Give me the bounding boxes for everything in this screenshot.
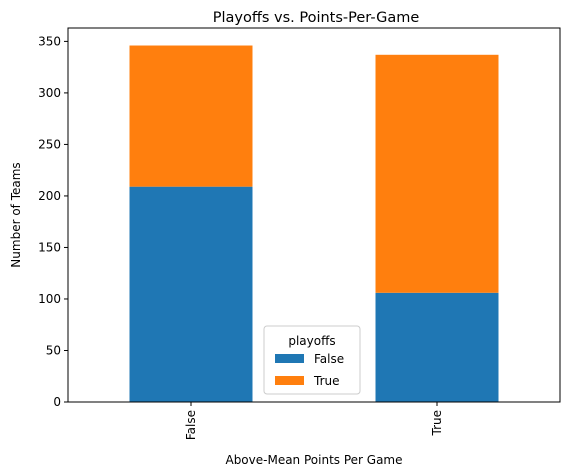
legend-label-false: False [314, 352, 344, 366]
legend-label-true: True [313, 374, 340, 388]
y-tick-label: 100 [38, 292, 61, 306]
legend-swatch-false [275, 354, 304, 363]
x-axis-label: Above-Mean Points Per Game [225, 453, 402, 467]
legend-title: playoffs [288, 334, 335, 348]
bar-true-series-true [375, 54, 499, 293]
bars-group [129, 45, 499, 402]
y-tick-label: 250 [38, 137, 61, 151]
y-tick-label: 0 [53, 395, 61, 409]
y-tick-label: 150 [38, 240, 61, 254]
y-tick-label: 50 [46, 343, 61, 357]
legend: playoffs False True [263, 325, 361, 395]
y-axis-label: Number of Teams [9, 162, 23, 267]
bar-false-series-false [129, 186, 253, 402]
bar-false-series-true [129, 45, 253, 187]
x-tick-label: False [184, 410, 198, 440]
y-axis: 0 50 100 150 200 250 300 350 [38, 34, 68, 409]
x-tick-label: True [430, 410, 444, 437]
y-tick-label: 300 [38, 86, 61, 100]
bar-true-series-false [375, 292, 499, 402]
y-tick-label: 350 [38, 34, 61, 48]
y-tick-label: 200 [38, 189, 61, 203]
x-axis: False True [184, 402, 444, 440]
legend-swatch-true [275, 376, 304, 385]
plot-frame [67, 27, 561, 403]
chart-title: Playoffs vs. Points-Per-Game [213, 10, 420, 26]
